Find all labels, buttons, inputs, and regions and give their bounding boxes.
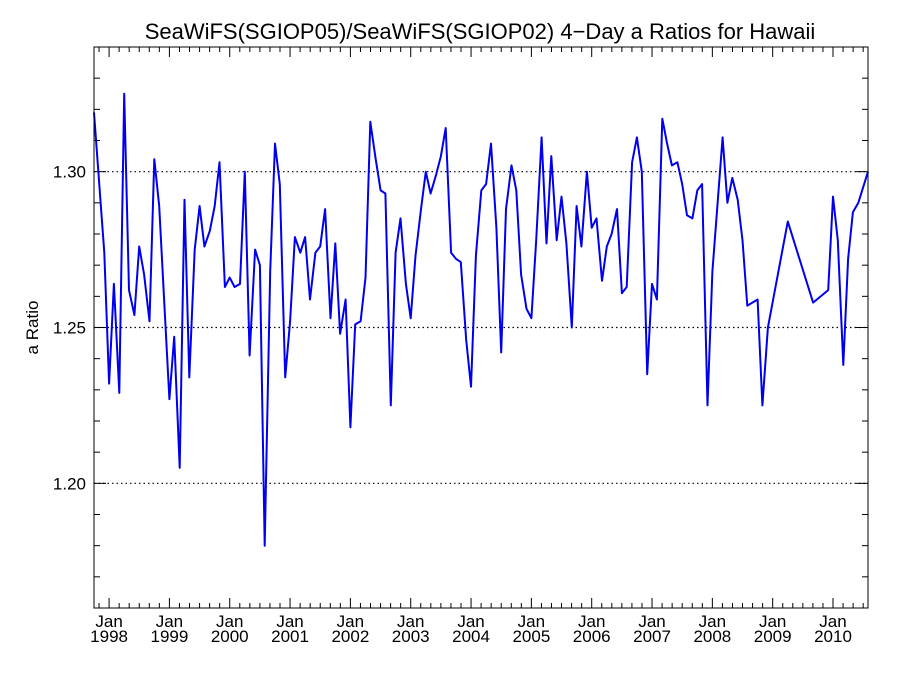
- x-tick-year-label: 2003: [392, 627, 430, 646]
- x-tick-year-label: 2010: [814, 627, 852, 646]
- x-tick-year-label: 1999: [150, 627, 188, 646]
- x-tick-year-label: 2002: [331, 627, 369, 646]
- series-line-0: [93, 92, 869, 547]
- y-axis-label: a Ratio: [23, 301, 42, 355]
- y-tick-label: 1.25: [53, 319, 86, 338]
- x-tick-month-label: Jan: [95, 612, 122, 631]
- y-tick-label: 1.20: [53, 474, 86, 493]
- x-tick-month-label: Jan: [518, 612, 545, 631]
- x-tick-year-label: 2000: [211, 627, 249, 646]
- x-tick-month-label: Jan: [638, 612, 665, 631]
- x-tick-month-label: Jan: [578, 612, 605, 631]
- x-tick-year-label: 1998: [90, 627, 128, 646]
- x-tick-year-label: 2009: [754, 627, 792, 646]
- gridlines: [94, 171, 868, 484]
- x-tick-month-label: Jan: [216, 612, 243, 631]
- axis-ticks: [94, 47, 868, 608]
- y-tick-label: 1.30: [53, 163, 86, 182]
- series-group: [93, 92, 869, 547]
- x-axis-tick-labels: Jan1998Jan1999Jan2000Jan2001Jan2002Jan20…: [90, 612, 852, 646]
- x-tick-month-label: Jan: [397, 612, 424, 631]
- x-tick-year-label: 2004: [452, 627, 490, 646]
- x-tick-month-label: Jan: [156, 612, 183, 631]
- x-tick-year-label: 2006: [573, 627, 611, 646]
- plot-frame: [93, 46, 869, 609]
- x-tick-month-label: Jan: [819, 612, 846, 631]
- x-tick-year-label: 2007: [633, 627, 671, 646]
- y-axis-tick-labels: 1.20 1.25 1.30: [53, 163, 86, 494]
- x-tick-month-label: Jan: [337, 612, 364, 631]
- x-tick-month-label: Jan: [276, 612, 303, 631]
- x-tick-month-label: Jan: [699, 612, 726, 631]
- x-tick-month-label: Jan: [759, 612, 786, 631]
- chart-title: SeaWiFS(SGIOP05)/SeaWiFS(SGIOP02) 4−Day …: [145, 19, 816, 44]
- x-tick-year-label: 2005: [512, 627, 550, 646]
- x-tick-month-label: Jan: [457, 612, 484, 631]
- x-tick-year-label: 2001: [271, 627, 309, 646]
- x-tick-year-label: 2008: [693, 627, 731, 646]
